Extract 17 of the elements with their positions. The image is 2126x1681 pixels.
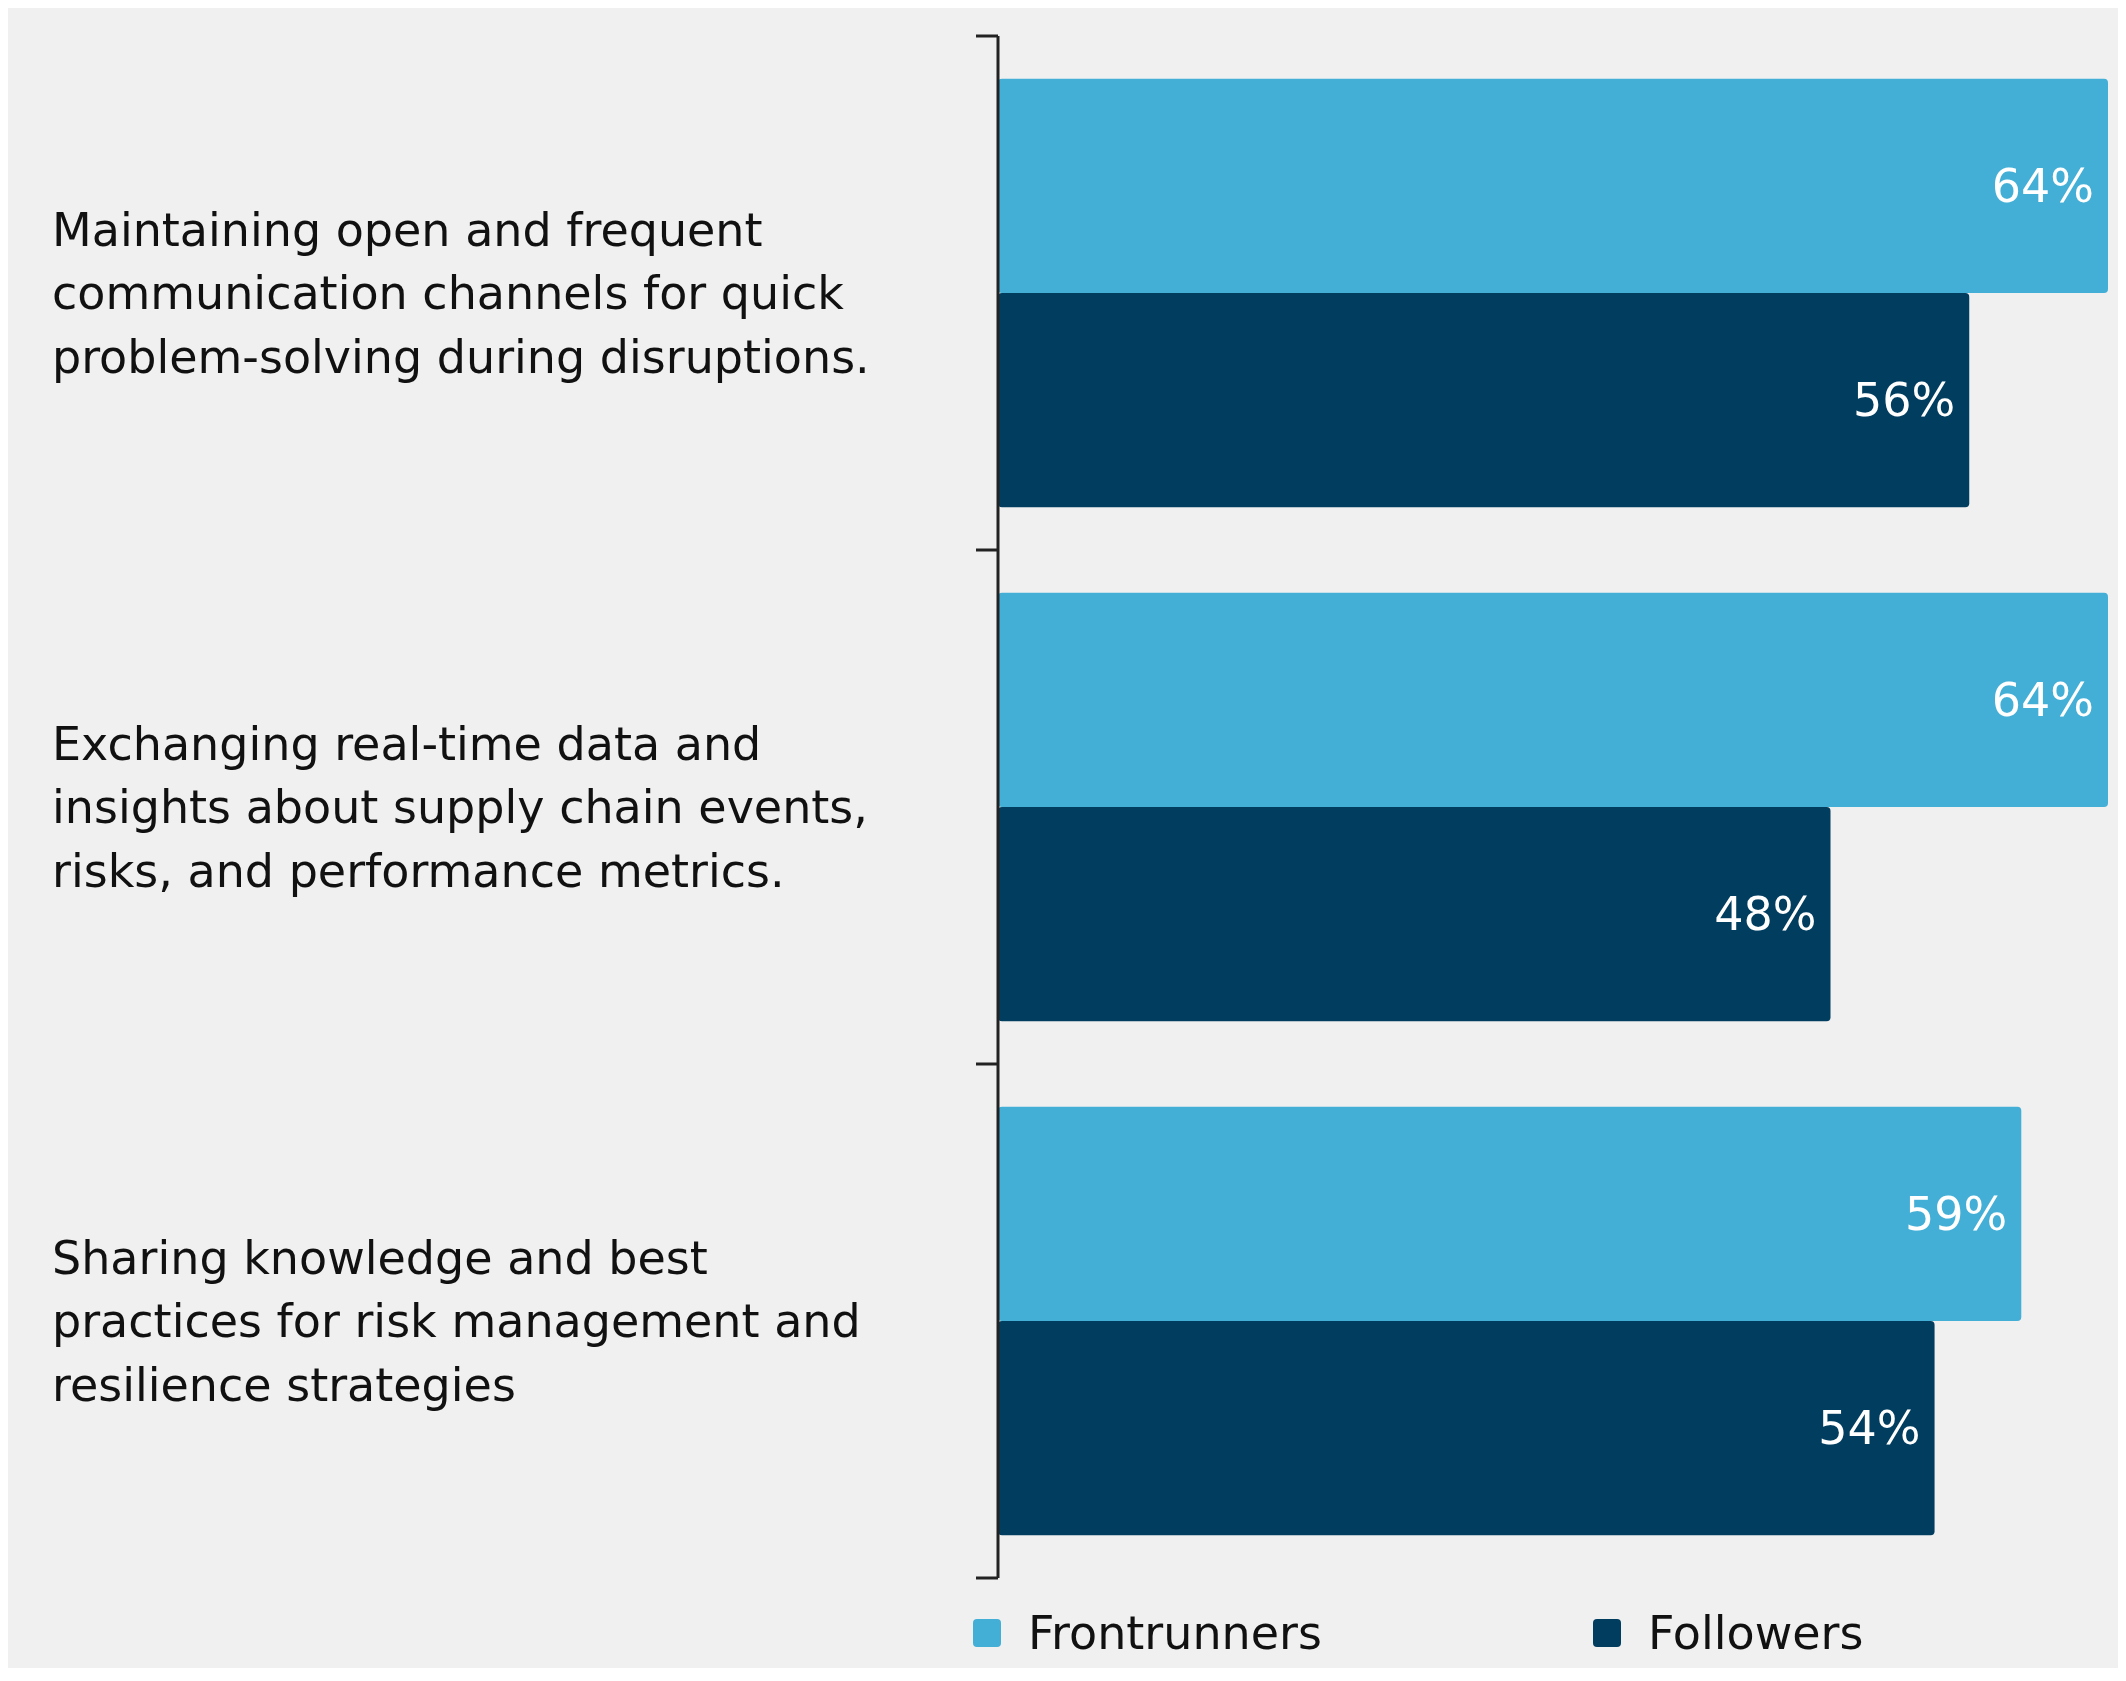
data-label: 56% <box>1853 373 1956 428</box>
bar <box>998 78 2108 293</box>
bar <box>998 1106 2022 1321</box>
bar <box>998 592 2108 807</box>
data-label: 59% <box>1905 1187 2008 1242</box>
data-label: 64% <box>1991 159 2094 214</box>
legend-label: Frontrunners <box>1028 1606 1322 1661</box>
bar <box>998 1321 1935 1536</box>
data-label: 48% <box>1714 887 1817 942</box>
bar <box>998 293 1970 508</box>
legend-label: Followers <box>1648 1606 1864 1661</box>
y-tick-label: Exchanging real-time data and insights about supply chain events, risks, and performance metrics. <box>52 716 868 898</box>
y-tick-label: Maintaining open and frequent communication channels for quick problem-solving during disruptions. <box>52 202 870 384</box>
data-label: 64% <box>1991 673 2094 728</box>
data-label: 54% <box>1818 1401 1921 1456</box>
y-tick-label: Sharing knowledge and best practices for risk management and resilience strategies <box>52 1230 861 1412</box>
bar <box>998 807 1831 1022</box>
